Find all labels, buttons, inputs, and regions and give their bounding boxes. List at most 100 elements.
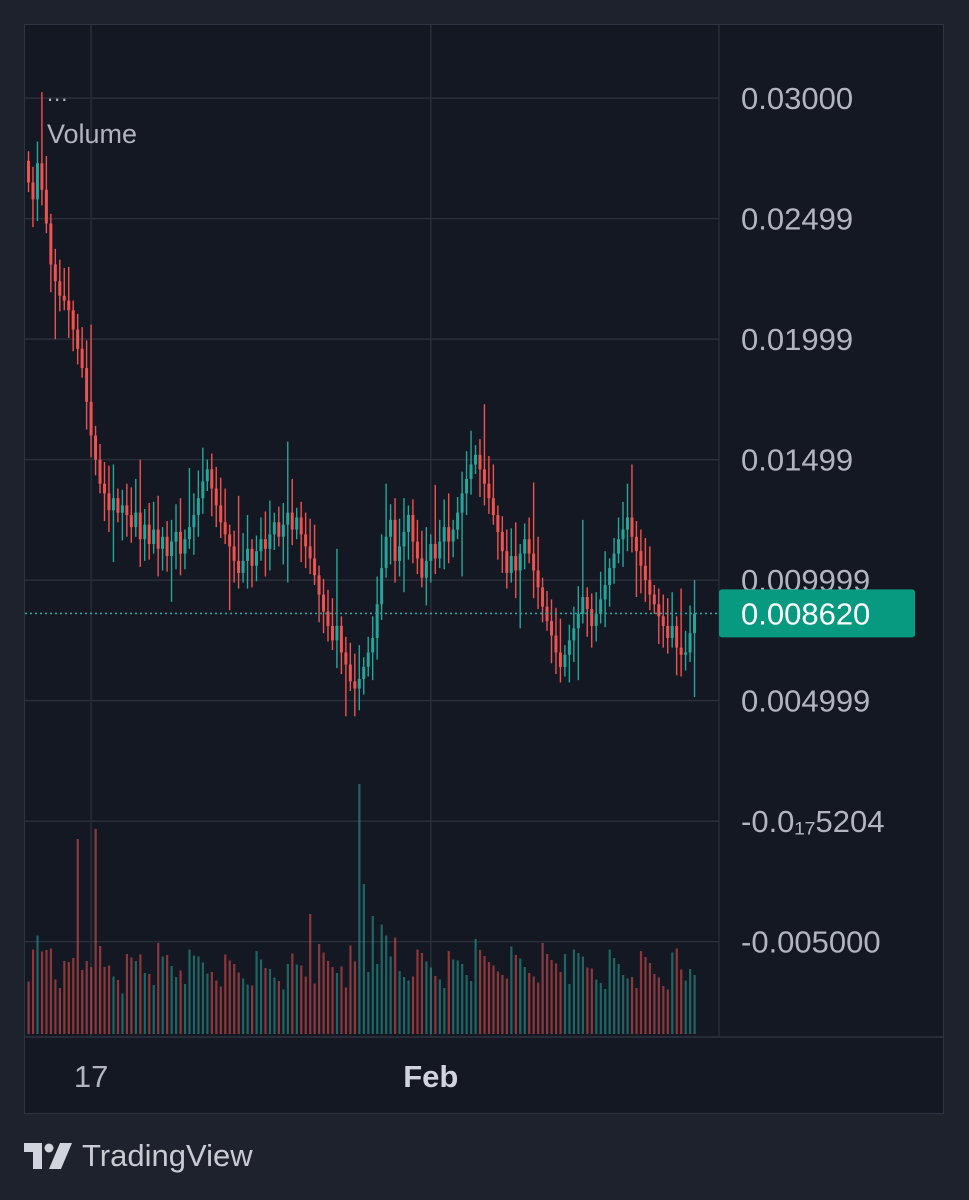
candle-body [375, 604, 379, 638]
volume-bar [273, 977, 276, 1034]
candle-body [205, 469, 209, 482]
volume-bar [49, 948, 53, 1034]
candle-body [558, 652, 562, 667]
volume-bar [201, 962, 205, 1034]
volume-bar [242, 978, 245, 1034]
volume-bar [528, 973, 531, 1034]
volume-bar [456, 960, 459, 1034]
branding[interactable]: TradingView [24, 1136, 253, 1176]
volume-bar [255, 951, 258, 1034]
candle-body [541, 587, 545, 607]
volume-bar [72, 958, 75, 1034]
price-chart[interactable]: 0.030000.024990.019990.014990.0099990.00… [25, 25, 943, 1113]
price-tick-label: 0.004999 [741, 684, 870, 719]
candle-body [58, 281, 62, 296]
volume-bar [595, 979, 598, 1034]
candle-body [398, 546, 402, 561]
volume-bar [251, 985, 254, 1034]
volume-bar [680, 969, 683, 1034]
volume-bar [335, 973, 339, 1034]
volume-bar [94, 829, 97, 1034]
legend-volume-label: Volume [47, 119, 138, 149]
time-tick-label: 17 [74, 1059, 108, 1094]
volume-bar [326, 961, 330, 1034]
volume-bar [452, 959, 455, 1034]
candle-body [344, 652, 348, 665]
candle-body [111, 498, 115, 511]
candle-body [478, 454, 482, 470]
candle-body [549, 621, 553, 636]
candle-body [272, 522, 276, 535]
candles [27, 92, 697, 717]
candle-body [335, 625, 339, 641]
volume-bar [514, 955, 517, 1034]
candle-body [40, 163, 44, 190]
volume-bar [161, 956, 164, 1034]
last-price-label: 0.008620 [741, 596, 870, 631]
candle-body [107, 493, 111, 511]
candle-body [634, 536, 638, 552]
volume-bar [259, 959, 263, 1034]
volume-bar [376, 964, 379, 1034]
volume-bar [501, 975, 504, 1034]
candle-body [648, 580, 652, 595]
volume-bar [282, 989, 285, 1034]
candle-body [581, 597, 585, 614]
candle-body [433, 543, 437, 559]
volume-bar [563, 954, 567, 1034]
volume-bar [318, 944, 321, 1034]
candle-body [487, 483, 491, 499]
volume-bar [675, 948, 678, 1034]
candle-body [447, 527, 451, 542]
volume-bar [537, 982, 540, 1034]
candle-body [35, 163, 39, 200]
volume-bar [546, 954, 549, 1034]
candle-body [143, 524, 147, 540]
candle-body [406, 515, 410, 532]
candle-body [567, 640, 571, 655]
volume-bar [447, 951, 450, 1034]
volume-bar [224, 954, 227, 1034]
legend-menu-icon[interactable]: ... [47, 81, 69, 106]
candle-body [210, 469, 214, 489]
volume-bar [554, 963, 558, 1034]
candle-body [630, 517, 634, 537]
candle-body [585, 597, 589, 610]
candle-body [420, 558, 424, 578]
candle-body [116, 498, 120, 513]
volume-bar [510, 946, 513, 1034]
volume-bar [233, 964, 236, 1034]
volume-bar [657, 977, 660, 1034]
candle-body [505, 551, 509, 573]
candle-body [482, 469, 486, 484]
candle-body [625, 517, 629, 530]
volume-bar [380, 924, 383, 1034]
chart-frame[interactable]: 0.03000 0.02499 0.01999 0.01499 0.009999 0.00… [24, 24, 944, 1114]
candle-body [608, 568, 612, 585]
volume-bar [371, 916, 374, 1034]
candle-body [643, 565, 647, 581]
candle-body [657, 604, 661, 617]
volume-bar [107, 965, 111, 1034]
candle-body [192, 515, 196, 528]
candle-body [402, 531, 406, 547]
candle-body [456, 512, 460, 530]
candle-body [232, 546, 236, 561]
volume-bar [648, 963, 652, 1034]
volume-bar [322, 952, 325, 1034]
volume-bar [644, 957, 647, 1034]
volume-bar [215, 980, 218, 1034]
candle-body [384, 536, 388, 569]
volume-bar [635, 988, 638, 1034]
candle-body [639, 551, 643, 566]
candle-body [545, 606, 549, 622]
volume-bar [286, 964, 289, 1034]
candle-body [214, 488, 218, 506]
candle-body [532, 553, 536, 571]
volume-bar [420, 953, 424, 1034]
volume-bar [63, 961, 66, 1034]
volume-bar [45, 950, 48, 1034]
volume-bar [617, 964, 620, 1034]
volume-bar [689, 969, 692, 1034]
volume-bar [626, 978, 629, 1034]
